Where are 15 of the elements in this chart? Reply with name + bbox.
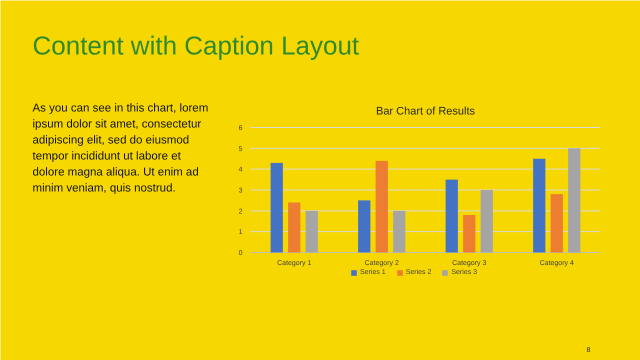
- bar: [463, 215, 476, 252]
- bar: [446, 180, 458, 252]
- text: Content with Caption Layout: [32, 30, 360, 60]
- bar: [288, 202, 300, 252]
- bar: [306, 210, 318, 252]
- bar: [568, 148, 580, 252]
- bar: [533, 158, 546, 252]
- bar: [393, 210, 406, 252]
- chart-title: Bar Chart of Results: [376, 106, 476, 118]
- bar: [270, 162, 283, 252]
- bar: [358, 200, 370, 252]
- bar: [480, 190, 493, 252]
- text: As you can see in this chart, lorem ipsum dolor sit amet, consectetur adipiscing elit, sed do eiusmod tempor incididunt ut labore et dolore magna aliqua. Ut enim ad minim veniam, quis nostrud.: [32, 102, 208, 194]
- bar: [376, 160, 388, 252]
- bar: [550, 194, 563, 252]
